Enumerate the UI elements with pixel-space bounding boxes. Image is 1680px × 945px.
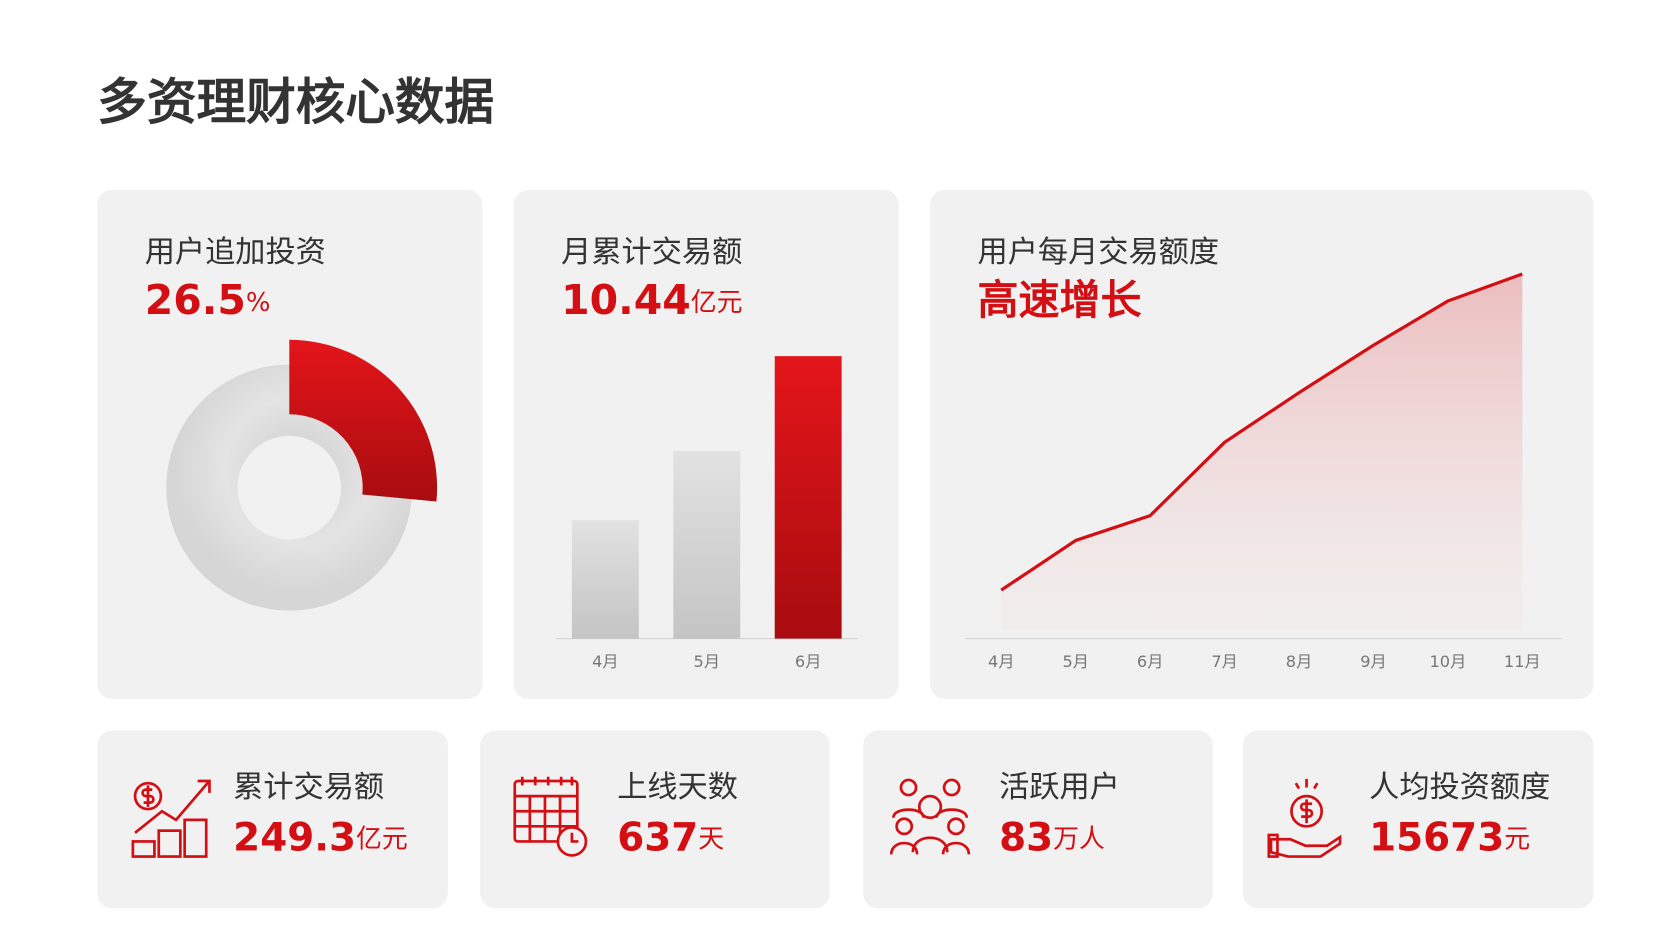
x-tick-label: 4月 <box>592 652 618 671</box>
stat-label: 上线天数 <box>617 770 738 805</box>
icon-growth <box>131 779 211 858</box>
stat-value: 637天 <box>617 815 724 860</box>
x-tick-label: 8月 <box>1286 652 1312 671</box>
headline: 高速增长 <box>978 276 1142 324</box>
icon-hand-coin <box>1267 778 1342 858</box>
headline-value: 10.44 <box>561 276 691 324</box>
headline-unit: 亿元 <box>691 288 743 318</box>
line <box>1000 272 1523 592</box>
card-title: 月累计交易额 <box>561 235 742 270</box>
stat-label: 人均投资额度 <box>1369 770 1550 805</box>
headline: 26.5% <box>145 276 271 324</box>
stat-unit: 元 <box>1504 824 1530 854</box>
stat-value: 15673元 <box>1369 815 1530 860</box>
x-tick-label: 5月 <box>694 652 720 671</box>
stat-number: 83 <box>999 815 1053 860</box>
stat-unit: 天 <box>698 824 724 854</box>
x-tick-label: 9月 <box>1360 652 1386 671</box>
page-title: 多资理财核心数据 <box>97 73 494 131</box>
x-tick-label: 11月 <box>1504 652 1541 671</box>
stat-number: 15673 <box>1369 815 1504 860</box>
icon-users <box>889 778 971 855</box>
headline: 10.44亿元 <box>561 276 742 324</box>
x-tick-label: 6月 <box>795 652 821 671</box>
bar <box>571 520 639 639</box>
stat-label: 活跃用户 <box>999 770 1120 805</box>
stat-value: 83万人 <box>999 815 1105 860</box>
x-tick-label: 7月 <box>1211 652 1237 671</box>
donut-segment <box>289 339 438 502</box>
stat-number: 637 <box>617 815 698 860</box>
stat-unit: 亿元 <box>356 824 408 854</box>
icons <box>131 776 1342 858</box>
bar <box>673 451 741 639</box>
headline-value: 26.5 <box>145 276 246 324</box>
stat-unit: 万人 <box>1053 824 1105 854</box>
icon-calendar <box>513 776 588 857</box>
bar <box>774 356 842 639</box>
stat-value: 249.3亿元 <box>233 815 408 860</box>
headline-unit: % <box>246 288 271 318</box>
card-title: 用户每月交易额度 <box>978 235 1220 270</box>
x-tick-label: 10月 <box>1430 652 1467 671</box>
x-tick-label: 4月 <box>988 652 1014 671</box>
x-tick-label: 6月 <box>1137 652 1163 671</box>
x-tick-label: 5月 <box>1062 652 1088 671</box>
card-title: 用户追加投资 <box>145 235 326 270</box>
stat-label: 累计交易额 <box>233 770 384 805</box>
stat-number: 249.3 <box>233 815 356 860</box>
area <box>1001 274 1523 630</box>
